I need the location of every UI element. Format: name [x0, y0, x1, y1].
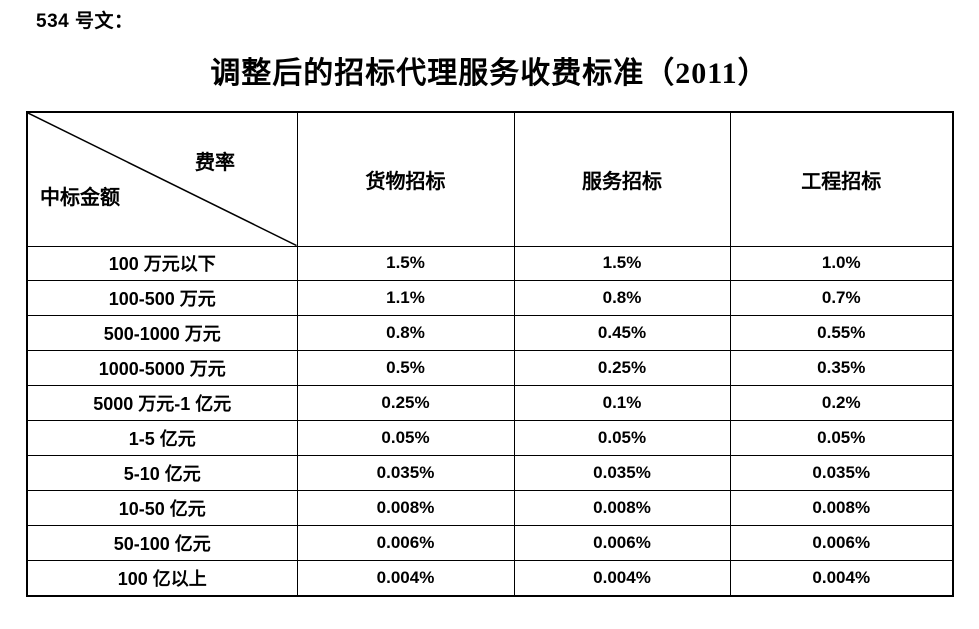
rate-cell: 0.004% [729, 559, 954, 597]
table-row: 5000 万元-1 亿元 0.25% 0.1% 0.2% [26, 385, 954, 422]
rate-cell: 0.05% [296, 420, 515, 457]
doc-number-label: 534 号文： [36, 11, 134, 32]
row-label: 100-500 万元 [26, 280, 298, 317]
rate-cell: 0.45% [513, 315, 731, 352]
row-label: 5000 万元-1 亿元 [26, 385, 298, 422]
table-row: 500-1000 万元 0.8% 0.45% 0.55% [26, 315, 954, 352]
diagonal-divider-line [28, 113, 297, 246]
rate-cell: 0.008% [513, 489, 731, 526]
rate-cell: 1.0% [729, 245, 954, 282]
corner-header-cell: 费率 中标金额 [26, 111, 298, 247]
row-label: 50-100 亿元 [26, 524, 298, 561]
rate-cell: 0.25% [296, 385, 515, 422]
rate-cell: 0.25% [513, 350, 731, 387]
table-row: 5-10 亿元 0.035% 0.035% 0.035% [26, 455, 954, 491]
rate-cell: 0.1% [513, 385, 731, 422]
rate-cell: 0.008% [729, 489, 954, 526]
rate-cell: 0.006% [513, 524, 731, 561]
row-label: 500-1000 万元 [26, 315, 298, 352]
table-row: 50-100 亿元 0.006% 0.006% 0.006% [26, 524, 954, 561]
table-row: 1-5 亿元 0.05% 0.05% 0.05% [26, 420, 954, 457]
row-label: 1000-5000 万元 [26, 350, 298, 387]
rate-cell: 0.004% [296, 559, 515, 597]
rate-cell: 0.55% [729, 315, 954, 352]
rate-cell: 0.006% [296, 524, 515, 561]
rate-cell: 0.004% [513, 559, 731, 597]
rate-cell: 0.5% [296, 350, 515, 387]
rate-cell: 0.035% [729, 455, 954, 491]
row-label: 1-5 亿元 [26, 420, 298, 457]
rate-cell: 0.8% [513, 280, 731, 317]
table-row: 10-50 亿元 0.008% 0.008% 0.008% [26, 489, 954, 526]
table-row: 100 亿以上 0.004% 0.004% 0.004% [26, 559, 954, 597]
rate-cell: 0.05% [513, 420, 731, 457]
table-header-row: 费率 中标金额 货物招标 服务招标 工程招标 [26, 111, 954, 247]
corner-label-bid-amount: 中标金额 [40, 187, 120, 209]
rate-cell: 0.006% [729, 524, 954, 561]
column-header-engineering-bidding: 工程招标 [729, 111, 954, 247]
rate-cell: 1.5% [296, 245, 515, 282]
rate-cell: 0.05% [729, 420, 954, 457]
rate-cell: 0.35% [729, 350, 954, 387]
rate-cell: 0.8% [296, 315, 515, 352]
rate-cell: 0.035% [296, 455, 515, 491]
page-title: 调整后的招标代理服务收费标准（2011） [210, 57, 769, 90]
column-header-goods-bidding: 货物招标 [296, 111, 515, 247]
rate-cell: 1.1% [296, 280, 515, 317]
rate-cell: 0.035% [513, 455, 731, 491]
row-label: 5-10 亿元 [26, 455, 298, 491]
corner-label-rate: 费率 [195, 152, 235, 174]
table-row: 1000-5000 万元 0.5% 0.25% 0.35% [26, 350, 954, 387]
row-label: 100 亿以上 [26, 559, 298, 597]
row-label: 100 万元以下 [26, 245, 298, 282]
rate-cell: 0.008% [296, 489, 515, 526]
rate-cell: 0.2% [729, 385, 954, 422]
table-row: 100 万元以下 1.5% 1.5% 1.0% [26, 245, 954, 282]
rate-cell: 0.7% [729, 280, 954, 317]
rate-cell: 1.5% [513, 245, 731, 282]
fee-table: 费率 中标金额 货物招标 服务招标 工程招标 100 万元以下 1.5% 1.5… [26, 111, 954, 597]
table-row: 100-500 万元 1.1% 0.8% 0.7% [26, 280, 954, 317]
column-header-service-bidding: 服务招标 [513, 111, 731, 247]
row-label: 10-50 亿元 [26, 489, 298, 526]
